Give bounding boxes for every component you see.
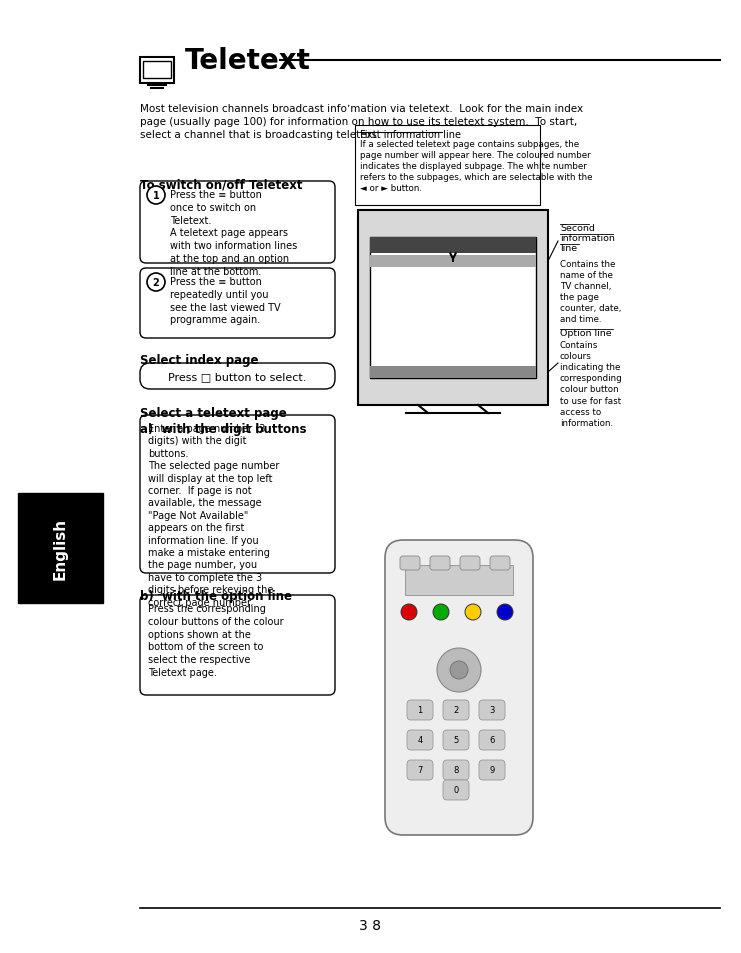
Text: Option line: Option line	[560, 329, 611, 337]
Bar	[143, 62, 171, 79]
Text: 2: 2	[153, 277, 159, 288]
Bar	[358, 211, 548, 406]
Text: 3 8: 3 8	[359, 918, 381, 932]
Text: Second: Second	[560, 224, 595, 233]
Text: 3: 3	[489, 706, 495, 715]
Bar	[140, 58, 174, 84]
Text: Contains
colours
indicating the
corresponding
colour button
to use for fast
acce: Contains colours indicating the correspo…	[560, 340, 622, 427]
FancyBboxPatch shape	[479, 760, 505, 781]
Text: Most television channels broadcast infoʼmation via teletext.  Look for the main : Most television channels broadcast infoʼ…	[140, 104, 583, 140]
Circle shape	[401, 604, 417, 620]
FancyBboxPatch shape	[443, 700, 469, 720]
FancyBboxPatch shape	[443, 760, 469, 781]
FancyBboxPatch shape	[385, 540, 533, 835]
FancyBboxPatch shape	[443, 781, 469, 801]
Bar	[370, 237, 536, 253]
Text: 6: 6	[489, 736, 495, 744]
Text: 9: 9	[489, 765, 495, 775]
Circle shape	[497, 604, 513, 620]
FancyBboxPatch shape	[400, 557, 420, 571]
FancyBboxPatch shape	[140, 269, 335, 338]
FancyBboxPatch shape	[490, 557, 510, 571]
Text: Select a teletext page
a)  with the digit buttons: Select a teletext page a) with the digit…	[140, 407, 307, 436]
Bar	[370, 237, 536, 378]
Text: Contains the
name of the
TV channel,
the page
counter, date,
and time.: Contains the name of the TV channel, the…	[560, 260, 622, 324]
FancyBboxPatch shape	[407, 700, 433, 720]
Text: Press the ≡ button
once to switch on
Teletext.
A teletext page appears
with two : Press the ≡ button once to switch on Tel…	[170, 190, 297, 276]
Text: English: English	[53, 517, 68, 579]
Text: line: line	[560, 244, 577, 253]
Circle shape	[465, 604, 481, 620]
Bar	[405, 565, 513, 596]
Text: First information line: First information line	[360, 130, 461, 140]
Text: Press the ≡ button
repeatedly until you
see the last viewed TV
programme again.: Press the ≡ button repeatedly until you …	[170, 276, 281, 325]
Text: Press the corresponding
colour buttons of the colour
options shown at the
bottom: Press the corresponding colour buttons o…	[148, 603, 284, 678]
Text: b)  with the option line: b) with the option line	[140, 589, 292, 602]
Text: Teletext: Teletext	[185, 47, 311, 75]
Text: 2: 2	[453, 706, 459, 715]
Text: 0: 0	[453, 785, 459, 795]
Bar	[355, 126, 540, 206]
Text: Press □ button to select.: Press □ button to select.	[168, 372, 307, 381]
Text: 1: 1	[417, 706, 422, 715]
Text: 4: 4	[417, 736, 422, 744]
Text: information: information	[560, 233, 615, 243]
Text: Select index page: Select index page	[140, 354, 259, 367]
Text: Enter a page number (3
digits) with the digit
buttons.
The selected page number
: Enter a page number (3 digits) with the …	[148, 423, 279, 607]
FancyBboxPatch shape	[479, 700, 505, 720]
Text: 1: 1	[153, 191, 159, 201]
Text: 7: 7	[417, 765, 422, 775]
FancyBboxPatch shape	[140, 182, 335, 264]
Circle shape	[437, 648, 481, 692]
Text: To switch on/off Teletext: To switch on/off Teletext	[140, 178, 302, 191]
FancyBboxPatch shape	[443, 730, 469, 750]
Circle shape	[433, 604, 449, 620]
FancyBboxPatch shape	[460, 557, 480, 571]
Circle shape	[450, 661, 468, 679]
FancyBboxPatch shape	[479, 730, 505, 750]
Bar	[18, 494, 103, 603]
FancyBboxPatch shape	[140, 364, 335, 390]
Circle shape	[147, 274, 165, 292]
Text: 5: 5	[453, 736, 459, 744]
FancyBboxPatch shape	[140, 416, 335, 574]
Text: 8: 8	[453, 765, 459, 775]
Circle shape	[147, 187, 165, 205]
Bar	[370, 255, 536, 268]
FancyBboxPatch shape	[407, 760, 433, 781]
FancyBboxPatch shape	[140, 596, 335, 696]
FancyBboxPatch shape	[430, 557, 450, 571]
Text: If a selected teletext page contains subpages, the
page number will appear here.: If a selected teletext page contains sub…	[360, 140, 593, 193]
FancyBboxPatch shape	[407, 730, 433, 750]
Bar	[370, 367, 536, 378]
